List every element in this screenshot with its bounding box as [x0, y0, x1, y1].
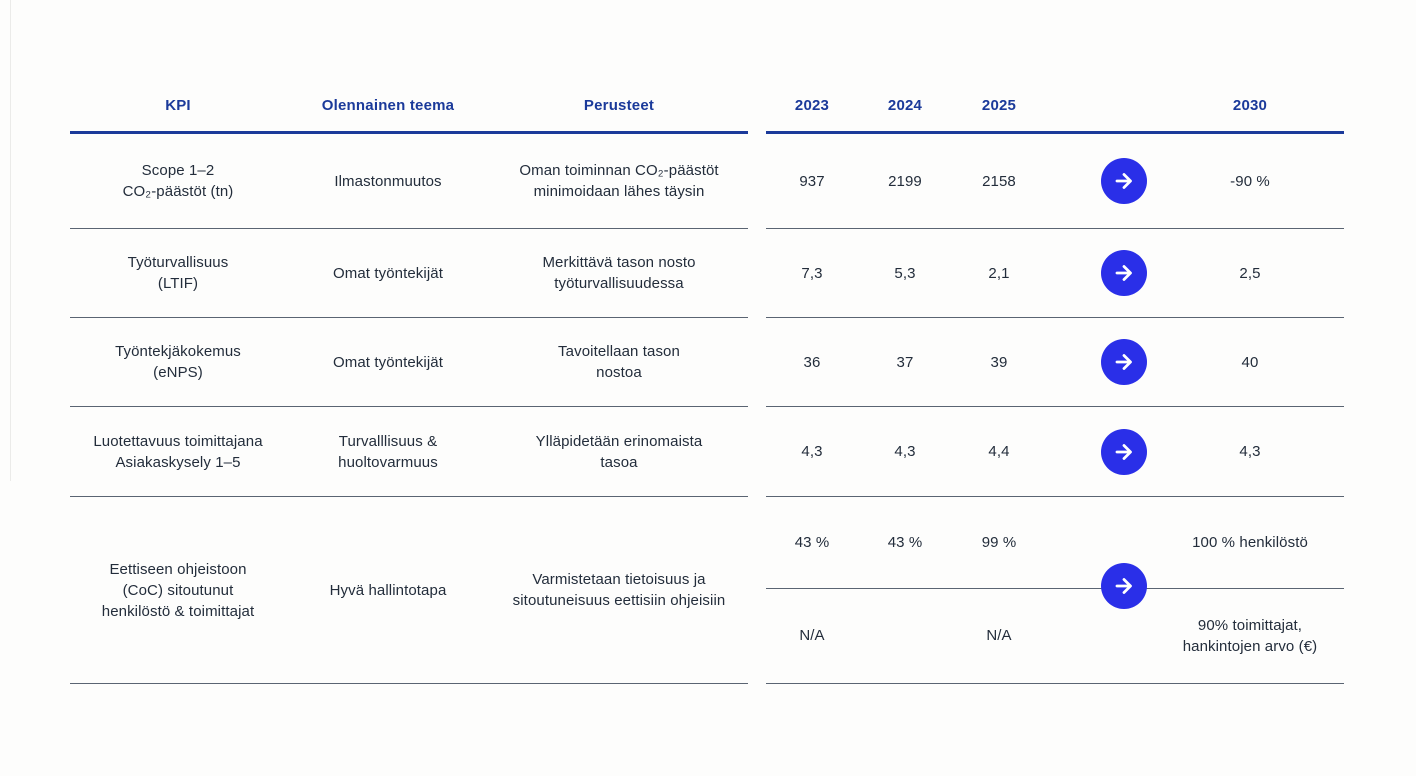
rationale-cell: Oman toiminnan CO₂-päästöt minimoidaan l… — [519, 162, 719, 200]
value-2024-cell: 4,3 — [894, 443, 916, 460]
value-2024-cell: 37 — [896, 353, 914, 371]
value-2024-cell: 2199 — [888, 172, 922, 190]
kpi-cell: Eettiseen ohjeistoon (CoC) sitoutunut he… — [101, 560, 255, 620]
value-2025-cell: 2158 — [982, 172, 1016, 190]
value-2025-cell: 99 % — [981, 534, 1017, 551]
trend-cell — [1046, 428, 1156, 475]
column-header-kpi: KPI — [165, 97, 191, 114]
value-2025-cell: 39 — [990, 353, 1008, 371]
target-2030-cell: 4,3 — [1239, 443, 1261, 460]
table-row-values: 7,3 5,3 2,1 2,5 — [766, 229, 1344, 318]
theme-cell: Hyvä hallintotapa — [329, 581, 447, 599]
target-2030-cell: -90 % — [1230, 172, 1270, 190]
column-header-2023: 2023 — [794, 97, 830, 114]
sub-row-personnel: 43 % 43 % 99 % 100 % henkilöstö — [766, 497, 1344, 589]
trend-arrow-button[interactable] — [1101, 339, 1147, 385]
arrow-right-icon — [1112, 261, 1136, 285]
arrow-right-icon — [1112, 169, 1136, 193]
value-2023-cell: 4,3 — [801, 443, 823, 460]
table-row: Luotettavuus toimittajana Asiakaskysely … — [70, 407, 748, 497]
trend-cell — [1046, 158, 1156, 204]
value-2023-cell: 43 % — [794, 534, 830, 551]
rationale-cell: Varmistetaan tietoisuus ja sitoutuneisuu… — [512, 571, 726, 609]
kpi-cell: Työntekjäkokemus (eNPS) — [115, 343, 241, 381]
rationale-cell: Ylläpidetään erinomaista tasoa — [535, 432, 703, 471]
target-2030-cell: 100 % henkilöstö — [1192, 534, 1308, 551]
page-edge-divider — [10, 0, 11, 481]
rationale-cell: Tavoitellaan tason nostoa — [558, 343, 680, 381]
table-header-row-years: 2023 2024 2025 2030 — [766, 0, 1344, 134]
theme-cell: Omat työntekijät — [333, 264, 443, 282]
table-row-values: 937 2199 2158 -90 % — [766, 134, 1344, 229]
rationale-cell: Merkittävä tason nosto työturvallisuudes… — [542, 254, 696, 292]
target-2030-cell: 40 — [1241, 353, 1259, 371]
theme-cell: Ilmastonmuutos — [334, 172, 442, 190]
theme-cell: Omat työntekijät — [333, 353, 443, 371]
table-header-row-left: KPI Olennainen teema Perusteet — [70, 0, 748, 134]
arrow-right-icon — [1112, 440, 1136, 464]
arrow-right-icon — [1112, 350, 1136, 374]
value-2024-cell: 43 % — [887, 534, 923, 551]
value-2023-cell: 937 — [799, 172, 825, 190]
column-header-rationale: Perusteet — [583, 97, 655, 114]
column-header-trend — [1046, 114, 1156, 131]
trend-cell — [1046, 250, 1156, 296]
value-2025-cell: 2,1 — [988, 264, 1010, 282]
arrow-right-icon — [1112, 574, 1136, 598]
column-header-theme: Olennainen teema — [321, 97, 455, 114]
column-header-2025: 2025 — [981, 97, 1017, 114]
table-row: Työntekjäkokemus (eNPS) Omat työntekijät… — [70, 318, 748, 407]
kpi-table-right-block: 2023 2024 2025 2030 937 2199 2158 -90 % … — [766, 0, 1344, 684]
value-2024-cell: 5,3 — [894, 264, 916, 282]
table-row-values: 36 37 39 40 — [766, 318, 1344, 407]
table-row: Työturvallisuus (LTIF) Omat työntekijät … — [70, 229, 748, 318]
table-row-values-split: 43 % 43 % 99 % 100 % henkilöstö N/A N/A … — [766, 497, 1344, 684]
target-2030-cell: 2,5 — [1239, 264, 1261, 282]
kpi-cell: Luotettavuus toimittajana Asiakaskysely … — [93, 432, 263, 471]
column-header-2030: 2030 — [1232, 97, 1268, 114]
kpi-table-left-block: KPI Olennainen teema Perusteet Scope 1–2… — [70, 0, 748, 684]
theme-cell: Turvalllisuus & huoltovarmuus — [338, 432, 438, 471]
trend-cell — [1046, 339, 1156, 385]
table-row: Eettiseen ohjeistoon (CoC) sitoutunut he… — [70, 497, 748, 684]
kpi-cell: Työturvallisuus (LTIF) — [127, 254, 229, 292]
sub-row-suppliers: N/A N/A 90% toimittajat, hankintojen arv… — [766, 589, 1344, 682]
trend-arrow-button[interactable] — [1101, 158, 1147, 204]
trend-arrow-button[interactable] — [1101, 428, 1147, 475]
trend-arrow-button[interactable] — [1101, 250, 1147, 296]
value-2025-cell: 4,4 — [988, 443, 1010, 460]
table-row-values: 4,3 4,3 4,4 4,3 — [766, 407, 1344, 497]
kpi-cell: Scope 1–2 CO₂-päästöt (tn) — [122, 162, 234, 200]
value-2023-cell: 7,3 — [801, 264, 823, 282]
target-2030-cell: 90% toimittajat, hankintojen arvo (€) — [1182, 616, 1318, 655]
table-row: Scope 1–2 CO₂-päästöt (tn) Ilmastonmuuto… — [70, 134, 748, 229]
value-2023-cell: 36 — [803, 353, 821, 371]
column-header-2024: 2024 — [887, 97, 923, 114]
value-2023-cell: N/A — [799, 627, 825, 644]
trend-arrow-button[interactable] — [1101, 563, 1147, 609]
value-2025-cell: N/A — [986, 627, 1012, 644]
